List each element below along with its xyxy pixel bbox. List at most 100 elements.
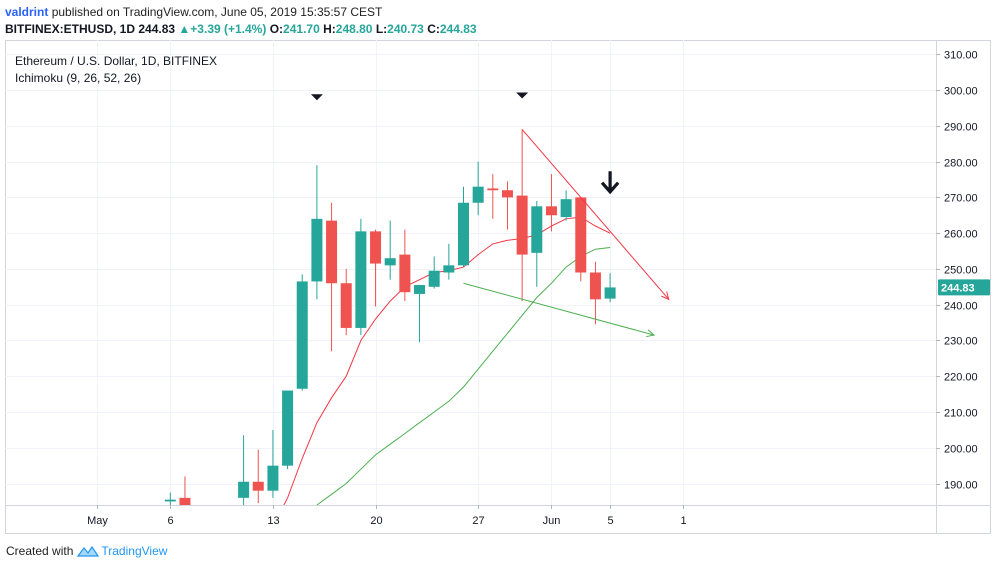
time-tick-label: May [87,515,108,527]
time-tick-label: 5 [607,515,613,527]
candle [575,197,587,282]
grid [5,40,936,505]
candle-body [458,202,469,266]
candle [370,229,382,307]
close-label: C: [427,22,440,36]
chart-title: Ethereum / U.S. Dollar, 1D, BITFINEX [15,54,217,68]
candle-body [472,186,484,203]
candle-body [340,283,352,328]
high-label: H: [323,22,336,36]
publish-line: valdrint published on TradingView.com, J… [5,5,382,19]
price-tick-label: 220.00 [944,372,978,384]
down-triangle-marker-icon [516,92,529,99]
symbol: BITFINEX:ETHUSD, 1D [5,22,136,36]
candle [399,229,411,302]
candle [326,202,338,352]
candle-body [399,254,411,293]
candle-body [545,206,557,216]
price-tick-label: 280.00 [944,158,978,170]
price-axis[interactable]: 190.00 200.00 210.00 220.00 230.00 240.00 250.… [936,50,978,492]
candle-body [516,195,528,255]
candle [604,273,616,303]
candle [311,165,323,300]
plot-area [164,92,670,505]
price-tick-label: 210.00 [944,408,978,420]
candle [355,218,367,336]
close-value: 244.83 [439,22,477,36]
price-tick-label: 300.00 [944,86,978,98]
time-tick-label: 27 [472,515,484,527]
candle-body [589,272,601,300]
last-price-text: 244.83 [941,282,975,294]
candle-body [501,190,513,198]
last-price-label: 244.83 [938,279,990,296]
candle-body [267,465,279,491]
time-tick-label: 1 [680,515,686,527]
candle-body [575,197,587,273]
candle-body [414,285,426,294]
trend-arrow-head [646,329,656,338]
time-tick-label: 6 [167,515,173,527]
candle-body [370,231,382,264]
last-price-badge [938,279,990,296]
down-arrow-marker-icon [600,171,620,195]
price-tick-label: 260.00 [944,229,978,241]
candle-body [384,258,396,266]
price-tick-label: 230.00 [944,336,978,348]
price-tick-label: 310.00 [944,50,978,62]
candles [164,129,616,505]
candle [414,285,426,343]
chart-frame [5,40,991,534]
last-price: 244.83 [138,22,176,36]
candle [384,220,396,280]
indicator-label[interactable]: Ichimoku (9, 26, 52, 26) [15,71,141,85]
trend-lines[interactable] [463,129,670,338]
change: +3.39 (+1.4%) [190,22,267,36]
tradingview-brand[interactable]: TradingView [101,544,168,558]
candle [501,181,513,230]
candle [589,261,601,325]
candle [545,174,557,232]
markers [310,92,620,195]
candle [252,449,264,504]
candle-body [179,497,191,505]
low-value: 240.73 [387,22,424,36]
low-label: L: [375,22,388,36]
trend-line-red [521,129,670,301]
price-tick-label: 290.00 [944,122,978,134]
trend-line-green [463,282,656,338]
tradingview-logo-icon [77,545,100,557]
time-axis[interactable]: May 6 13 20 27 Jun 5 1 [87,505,687,527]
symbol-line: BITFINEX:ETHUSD, 1D 244.83 ▲+3.39 (+1.4%… [5,22,477,36]
candle [531,200,543,287]
up-triangle-icon: ▲ [178,22,191,36]
time-tick-label: 20 [370,515,382,527]
candle-body [355,231,367,328]
footer: Created with TradingView [6,544,167,558]
created-with-text: Created with [6,544,74,558]
candle-body [311,218,323,282]
trend-arrow-head [661,291,670,301]
candle [487,174,499,219]
candle [296,274,308,391]
author-name[interactable]: valdrint [5,5,49,19]
candle-body [296,281,308,389]
open-label: O: [269,22,284,36]
candle [340,268,352,336]
candle [458,186,469,268]
candle [238,435,250,505]
candle-body [560,199,572,218]
candle-body [282,390,294,466]
candle [164,492,176,505]
candle [282,390,294,470]
base-line [316,247,611,505]
conversion-line [283,216,611,505]
candle-body [326,220,338,284]
price-tick-label: 200.00 [944,444,978,456]
price-chart[interactable]: 190.00 200.00 210.00 220.00 230.00 240.00 250.… [5,40,991,534]
price-tick-label: 240.00 [944,301,978,313]
candle-body [443,265,455,273]
candle-body [428,270,440,287]
publish-info: published on TradingView.com, June 05, 2… [51,5,383,19]
candle [428,256,440,289]
